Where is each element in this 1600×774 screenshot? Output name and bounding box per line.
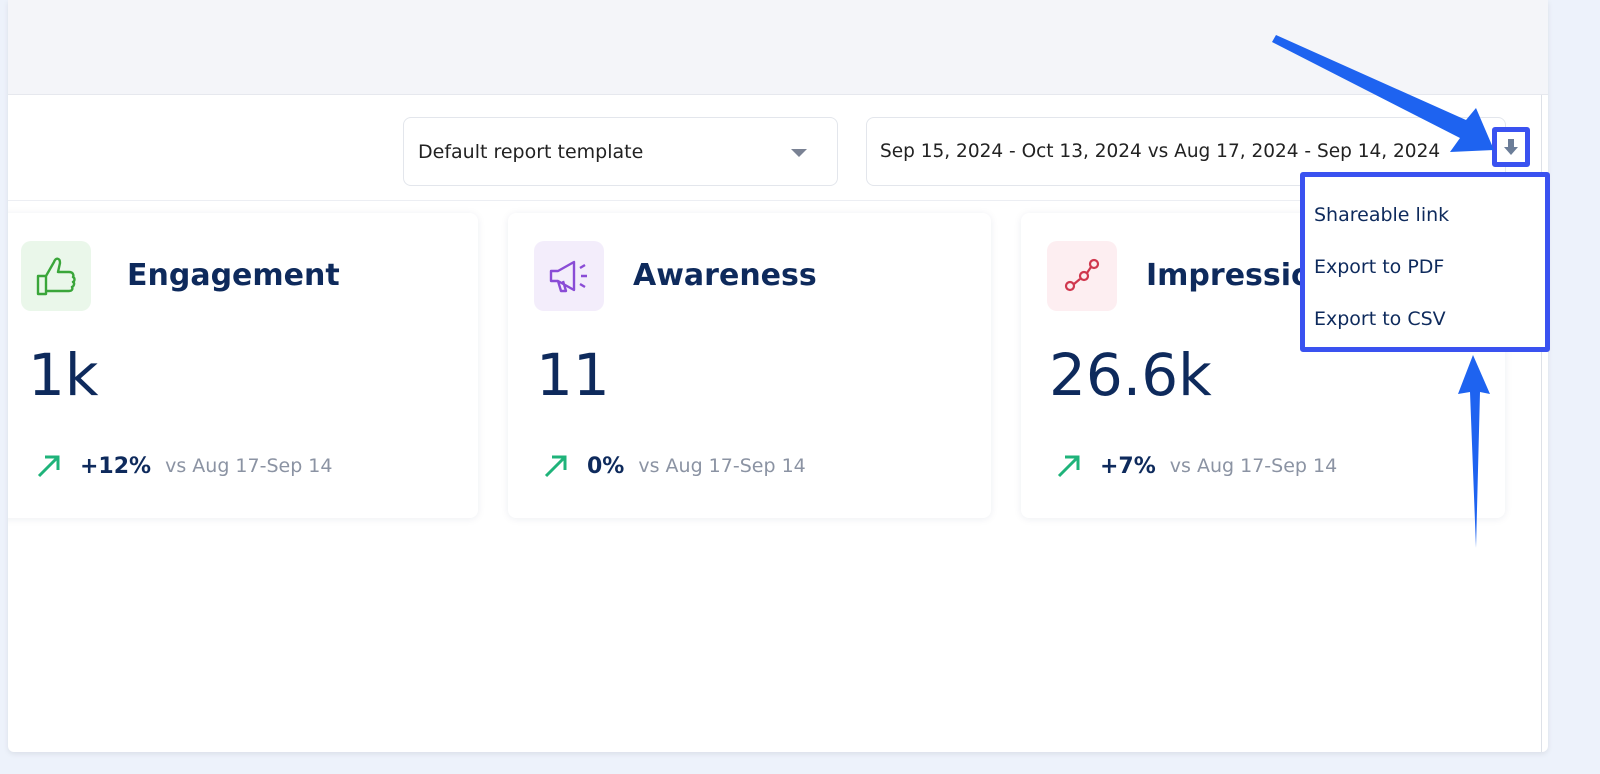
menu-item-export-pdf[interactable]: Export to PDF: [1314, 256, 1445, 278]
share-nodes-icon: [1047, 241, 1117, 311]
arrow-down-icon: [1504, 139, 1518, 155]
thumbs-up-icon: [21, 241, 91, 311]
trend-up-arrow-icon: [544, 455, 567, 478]
export-menu: Shareable link Export to PDF Export to C…: [1300, 172, 1550, 352]
kpi-compare: vs Aug 17-Sep 14: [1169, 455, 1338, 477]
kpi-change: +7%: [1100, 453, 1156, 479]
caret-down-icon: [791, 149, 807, 157]
megaphone-icon: [534, 241, 604, 311]
kpi-compare: vs Aug 17-Sep 14: [638, 455, 806, 477]
kpi-trend: 0% vs Aug 17-Sep 14: [543, 453, 806, 479]
kpi-title: Engagement: [127, 258, 340, 293]
trend-up-arrow-icon: [1057, 455, 1080, 478]
trend-up-arrow-icon: [37, 455, 60, 478]
report-template-value: Default report template: [418, 141, 644, 163]
kpi-change: 0%: [587, 453, 625, 479]
menu-item-export-csv[interactable]: Export to CSV: [1314, 308, 1446, 330]
kpi-card-engagement: Engagement 1k +12% vs Aug 17-Sep 14: [8, 213, 478, 518]
kpi-change: +12%: [80, 453, 152, 479]
kpi-trend: +7% vs Aug 17-Sep 14: [1056, 453, 1337, 479]
kpi-compare: vs Aug 17-Sep 14: [165, 455, 333, 477]
report-template-select[interactable]: Default report template: [403, 117, 838, 186]
report-panel: Default report template Sep 15, 2024 - O…: [8, 0, 1548, 752]
scrollbar[interactable]: [1541, 95, 1542, 752]
kpi-card-awareness: Awareness 11 0% vs Aug 17-Sep 14: [508, 213, 991, 518]
menu-item-shareable-link[interactable]: Shareable link: [1314, 204, 1450, 226]
kpi-trend: +12% vs Aug 17-Sep 14: [36, 453, 332, 479]
download-button[interactable]: [1492, 127, 1530, 167]
kpi-card-impressions: Impressions 26.6k +7% vs Aug 17-Sep 14: [1021, 213, 1505, 518]
kpi-value: 26.6k: [1049, 341, 1212, 409]
header-band: [8, 0, 1548, 95]
kpi-value: 1k: [28, 341, 99, 409]
kpi-title: Awareness: [633, 258, 817, 293]
kpi-value: 11: [536, 341, 610, 409]
date-range-value: Sep 15, 2024 - Oct 13, 2024 vs Aug 17, 2…: [880, 141, 1441, 162]
